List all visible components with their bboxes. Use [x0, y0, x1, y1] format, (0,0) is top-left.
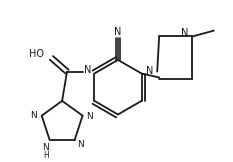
Text: N: N — [77, 140, 84, 149]
Text: HO: HO — [29, 49, 44, 59]
Text: N: N — [86, 112, 93, 121]
Text: N: N — [181, 28, 188, 38]
Text: N: N — [114, 27, 122, 37]
Text: N: N — [42, 143, 49, 152]
Text: N: N — [31, 111, 37, 120]
Text: N: N — [84, 65, 91, 75]
Text: N: N — [146, 66, 153, 76]
Text: H: H — [43, 151, 48, 160]
